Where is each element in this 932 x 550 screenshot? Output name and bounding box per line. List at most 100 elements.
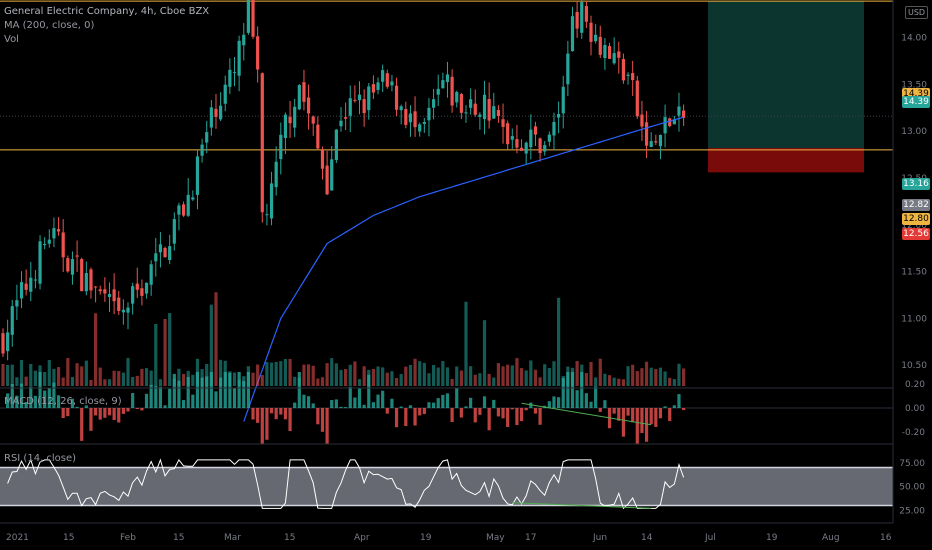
volume-bar xyxy=(552,361,556,386)
candle-body xyxy=(75,255,79,257)
candle-body xyxy=(135,283,139,290)
candle-body xyxy=(177,205,181,215)
volume-bar xyxy=(390,371,394,386)
macd-histogram-bar xyxy=(135,408,139,409)
macd-histogram-bar xyxy=(570,372,575,408)
volume-bar xyxy=(232,372,237,386)
rsi-legend[interactable]: RSI (14, close) xyxy=(4,453,77,464)
candle-body xyxy=(603,45,607,59)
candle-body xyxy=(649,141,653,147)
volume-legend[interactable]: Vol xyxy=(4,34,19,45)
macd-histogram-bar xyxy=(158,386,163,408)
macd-pane xyxy=(0,372,893,444)
price-axis-tick: 12.00 xyxy=(901,221,927,231)
volume-bar xyxy=(371,369,375,386)
macd-histogram-bar xyxy=(52,382,56,408)
candle-body xyxy=(29,277,33,292)
volume-bar xyxy=(251,372,255,386)
macd-histogram-bar xyxy=(672,405,676,408)
rsi-pane xyxy=(0,458,893,510)
macd-histogram-bar xyxy=(682,408,686,411)
rsi-axis-tick: 75.00 xyxy=(899,459,925,469)
macd-histogram-bar xyxy=(70,398,75,408)
volume-bar xyxy=(52,368,56,386)
macd-histogram-bar xyxy=(464,406,468,408)
candle-body xyxy=(381,70,385,82)
price-axis-tick: 13.00 xyxy=(901,127,927,137)
candle-body xyxy=(154,253,158,262)
candle-body xyxy=(325,165,329,195)
volume-bar xyxy=(654,369,658,386)
volume-bar xyxy=(6,364,10,386)
candle-body xyxy=(621,59,626,81)
volume-bar xyxy=(501,366,505,386)
volume-bar xyxy=(394,377,399,386)
currency-label[interactable]: USD xyxy=(905,6,929,19)
target-zone xyxy=(708,1,864,149)
volume-bar xyxy=(265,362,269,386)
candle-body xyxy=(561,86,565,114)
volume-bar xyxy=(61,377,65,386)
candle-body xyxy=(422,122,426,124)
macd-histogram-bar xyxy=(413,408,417,426)
macd-histogram-bar xyxy=(663,406,667,408)
macd-histogram-bar xyxy=(501,408,505,419)
macd-histogram-bar xyxy=(89,408,93,431)
volume-bar xyxy=(621,379,626,386)
candle-body xyxy=(478,114,482,117)
candle-body xyxy=(496,110,501,117)
macd-histogram-bar xyxy=(399,406,403,408)
volume-bar xyxy=(459,370,463,386)
macd-histogram-bar xyxy=(362,404,366,408)
macd-histogram-bar xyxy=(316,408,320,425)
candle-body xyxy=(131,286,135,304)
candle-body xyxy=(584,6,588,22)
macd-histogram-bar xyxy=(376,394,380,408)
volume-bar xyxy=(84,360,88,386)
macd-histogram-bar xyxy=(478,408,482,415)
macd-histogram-bar xyxy=(43,390,47,408)
volume-bar xyxy=(533,369,538,386)
macd-histogram-bar xyxy=(455,388,459,408)
macd-histogram-bar xyxy=(121,408,125,414)
macd-histogram-bar xyxy=(311,403,315,408)
candle-body xyxy=(10,306,14,335)
candle-body xyxy=(330,159,334,191)
macd-histogram-bar xyxy=(371,402,375,408)
time-axis-tick: 16 xyxy=(880,533,892,543)
volume-bar xyxy=(279,361,283,386)
volume-bar xyxy=(399,373,403,386)
volume-bar xyxy=(357,379,362,386)
volume-bar xyxy=(339,369,343,386)
candle-body xyxy=(279,134,283,160)
macd-legend[interactable]: MACD (12, 26, close, 9) xyxy=(4,396,122,407)
candle-body xyxy=(348,98,352,116)
macd-divergence-line xyxy=(521,402,652,426)
macd-histogram-bar xyxy=(677,394,681,408)
volume-bar xyxy=(168,313,172,386)
rsi-axis-tick: 25.00 xyxy=(899,506,925,516)
candle-body xyxy=(107,293,112,297)
price-tag: 12.82 xyxy=(902,199,930,211)
candle-body xyxy=(117,297,121,311)
ma-legend[interactable]: MA (200, close, 0) xyxy=(4,20,95,31)
macd-axis-tick: -0.20 xyxy=(902,428,926,438)
volume-bar xyxy=(135,375,139,386)
macd-histogram-bar xyxy=(10,384,14,408)
macd-histogram-bar xyxy=(15,395,19,408)
volume-bar xyxy=(436,367,440,386)
macd-histogram-bar xyxy=(84,405,88,408)
macd-histogram-bar xyxy=(140,408,144,411)
macd-histogram-bar xyxy=(302,394,306,408)
candle-body xyxy=(334,129,338,161)
volume-bar xyxy=(43,371,47,386)
candle-body xyxy=(70,259,75,275)
price-tag: 12.56 xyxy=(902,228,930,240)
macd-histogram-bar xyxy=(482,396,487,408)
candle-body xyxy=(228,69,232,87)
volume-bar xyxy=(668,377,672,386)
price-tag: 14.39 xyxy=(902,96,930,108)
macd-histogram-bar xyxy=(149,384,153,408)
volume-bar xyxy=(529,360,533,386)
